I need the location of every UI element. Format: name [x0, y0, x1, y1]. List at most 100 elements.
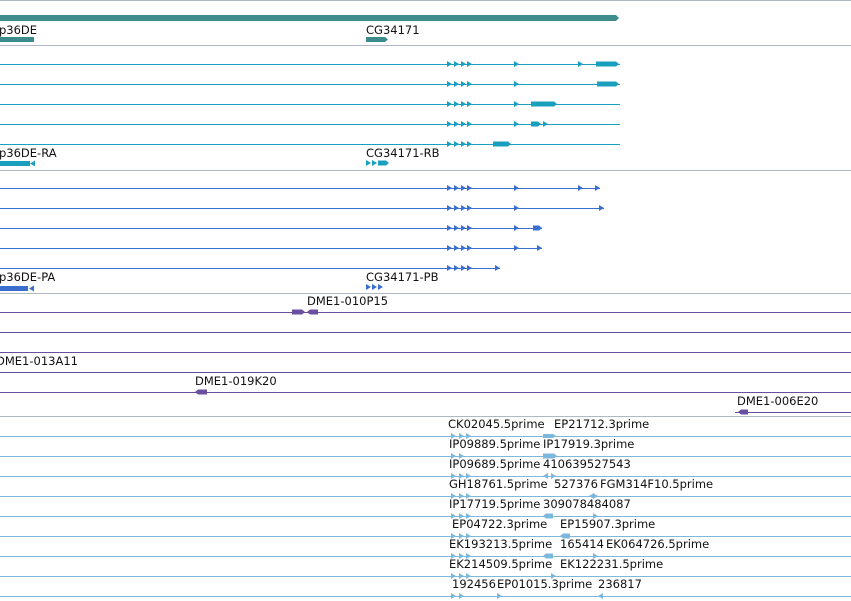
exon-arrow — [454, 185, 459, 191]
exon-arrow — [467, 245, 472, 251]
exon-arrow — [459, 513, 464, 519]
exon-arrow — [454, 265, 459, 271]
exon-arrow — [593, 493, 598, 499]
est-label[interactable]: EP15907.3prime — [560, 517, 656, 531]
exon-block — [596, 61, 619, 67]
est-label[interactable]: IP17719.5prime — [449, 497, 541, 511]
exon-arrow — [589, 493, 594, 499]
est-label[interactable]: IP17919.3prime — [543, 437, 635, 451]
gene-label-cg34171[interactable]: CG34171 — [366, 23, 420, 37]
exon-arrow — [467, 121, 472, 127]
est-label[interactable]: EK193213.5prime — [449, 537, 553, 551]
exon-arrow — [451, 473, 456, 479]
est-label[interactable]: IP09889.5prime — [449, 437, 541, 451]
clone-label-dme1-010p15[interactable]: DME1-010P15 — [307, 294, 389, 308]
exon-arrow — [467, 81, 472, 87]
exon-block — [378, 160, 389, 166]
exon-arrow — [598, 593, 603, 599]
est-label[interactable]: EK064726.5prime — [606, 537, 710, 551]
exon-arrow — [454, 81, 459, 87]
exon-arrow — [451, 533, 456, 539]
exon-arrow — [447, 225, 452, 231]
est-label[interactable]: 165414 — [560, 537, 604, 551]
est-label[interactable]: EP04722.3prime — [452, 517, 548, 531]
exon-block — [543, 553, 553, 559]
exon-arrow — [466, 573, 471, 579]
est-label[interactable]: IP09689.5prime — [449, 457, 541, 471]
clone-label-dme1-013a11[interactable]: DME1-013A11 — [0, 354, 78, 368]
exon-block — [531, 101, 557, 107]
est-label[interactable]: 527376 — [554, 477, 598, 491]
exon-arrow — [459, 493, 464, 499]
exon-arrow — [378, 284, 383, 290]
exon-arrow — [466, 433, 471, 439]
est-label[interactable]: CK02045.5prime — [448, 417, 545, 431]
gene-bar-p36de — [0, 37, 34, 42]
exon-block — [493, 141, 511, 147]
est-label[interactable]: 309078484087 — [543, 497, 631, 511]
exon-arrow — [30, 160, 35, 167]
exon-arrow — [447, 245, 452, 251]
exon-arrow — [578, 185, 583, 191]
exon-arrow — [459, 553, 464, 559]
est-label[interactable]: EP01015.3prime — [497, 577, 593, 591]
exon-arrow — [447, 141, 452, 147]
exon-arrow — [514, 61, 519, 67]
gene-label-p36de[interactable]: p36DE — [0, 23, 38, 37]
exon-arrow — [372, 284, 377, 290]
exon-arrow — [366, 160, 371, 166]
exon-arrow — [466, 533, 471, 539]
est-label[interactable]: EP21712.3prime — [554, 417, 650, 431]
est-label[interactable]: FGM314F10.5prime — [600, 477, 714, 491]
exon-block — [533, 225, 542, 231]
exon-arrow — [514, 81, 519, 87]
exon-arrow — [459, 533, 464, 539]
transcript-label-p36de-ra[interactable]: p36DE-RA — [0, 146, 57, 160]
exon-arrow — [454, 141, 459, 147]
exon-block — [543, 513, 553, 519]
exon-block — [307, 309, 318, 315]
clone-label-dme1-019k20[interactable]: DME1-019K20 — [195, 374, 277, 388]
exon-arrow — [366, 284, 371, 290]
exon-arrow — [514, 225, 519, 231]
est-label[interactable]: EK214509.5prime — [449, 557, 553, 571]
protein-label-p36de-pa[interactable]: p36DE-PA — [0, 270, 56, 284]
clone-label-dme1-006e20[interactable]: DME1-006E20 — [737, 394, 819, 408]
exon-arrow — [372, 160, 377, 166]
exon-arrow — [459, 473, 464, 479]
exon-arrow — [595, 185, 600, 191]
exon-arrow — [447, 101, 452, 107]
exon-arrow — [451, 553, 456, 559]
exon-block — [195, 389, 207, 395]
est-label[interactable]: 236817 — [598, 577, 642, 591]
exon-arrow — [451, 573, 456, 579]
est-label[interactable]: EK122231.5prime — [560, 557, 664, 571]
exon-arrow — [593, 553, 598, 559]
exon-arrow — [514, 205, 519, 211]
exon-arrow — [599, 205, 604, 211]
protein-label-cg34171-pb[interactable]: CG34171-PB — [366, 270, 439, 284]
exon-arrow — [497, 593, 502, 599]
exon-arrow — [461, 205, 466, 211]
exon-arrow — [466, 473, 471, 479]
exon-arrow — [451, 433, 456, 439]
exon-arrow — [466, 553, 471, 559]
exon-arrow — [593, 513, 598, 519]
exon-arrow — [467, 141, 472, 147]
exon-arrow — [461, 265, 466, 271]
transcript-label-cg34171-rb[interactable]: CG34171-RB — [366, 146, 440, 160]
exon-arrow — [447, 185, 452, 191]
exon-arrow — [451, 513, 456, 519]
exon-arrow — [551, 473, 556, 479]
exon-block — [543, 453, 557, 459]
est-label[interactable]: 410639527543 — [543, 457, 631, 471]
est-label[interactable]: 192456 — [452, 577, 496, 591]
exon-arrow — [454, 245, 459, 251]
exon-block — [597, 81, 619, 87]
est-label[interactable]: GH18761.5prime — [449, 477, 548, 491]
exon-arrow — [461, 121, 466, 127]
exon-arrow — [467, 61, 472, 67]
exon-arrow — [467, 265, 472, 271]
exon-arrow — [467, 101, 472, 107]
